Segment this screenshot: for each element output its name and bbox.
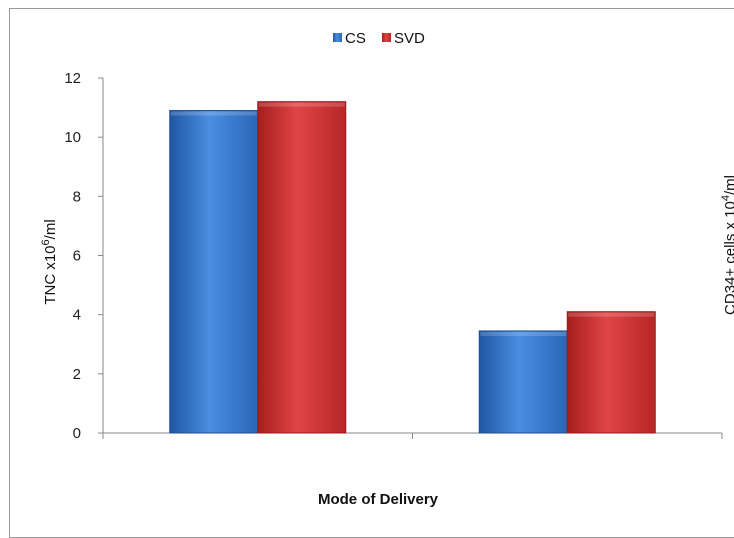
- legend-label-svd: SVD: [394, 30, 425, 47]
- bar-svd-2: [566, 311, 656, 434]
- x-ticks: [102, 433, 723, 439]
- y-ticks: 0 2 4 6 8 10 12: [64, 70, 103, 442]
- legend-swatch-svd: [382, 33, 391, 42]
- bar-svd-1: [257, 101, 347, 434]
- bar-cs-2: [478, 330, 568, 434]
- bar-highlight: [568, 312, 655, 317]
- bar-cs-1: [169, 110, 259, 434]
- y-tick-label: 12: [64, 70, 81, 87]
- bars: [169, 101, 656, 434]
- bar-chart: CS SVD 0 2 4 6 8 10 12 TNC x106/ml CD34+ cells…: [40, 30, 734, 508]
- legend-swatch-cs: [333, 33, 342, 42]
- bar-highlight: [258, 102, 345, 107]
- legend: CS SVD: [333, 30, 425, 47]
- chart-frame: [9, 8, 734, 538]
- y-axis-title: TNC x106/ml: [40, 219, 59, 304]
- y-tick-label: 8: [73, 188, 81, 205]
- bar-highlight: [170, 111, 257, 116]
- y-tick-label: 6: [73, 248, 81, 265]
- x-axis-title: Mode of Delivery: [318, 491, 439, 508]
- y-tick-label: 4: [73, 307, 81, 324]
- secondary-axis-title: CD34+ cells x 104/ml: [720, 175, 734, 315]
- bar-highlight: [480, 331, 567, 336]
- y-tick-label: 2: [73, 366, 81, 383]
- legend-label-cs: CS: [345, 30, 366, 47]
- y-tick-label: 0: [73, 425, 81, 442]
- y-tick-label: 10: [64, 129, 81, 146]
